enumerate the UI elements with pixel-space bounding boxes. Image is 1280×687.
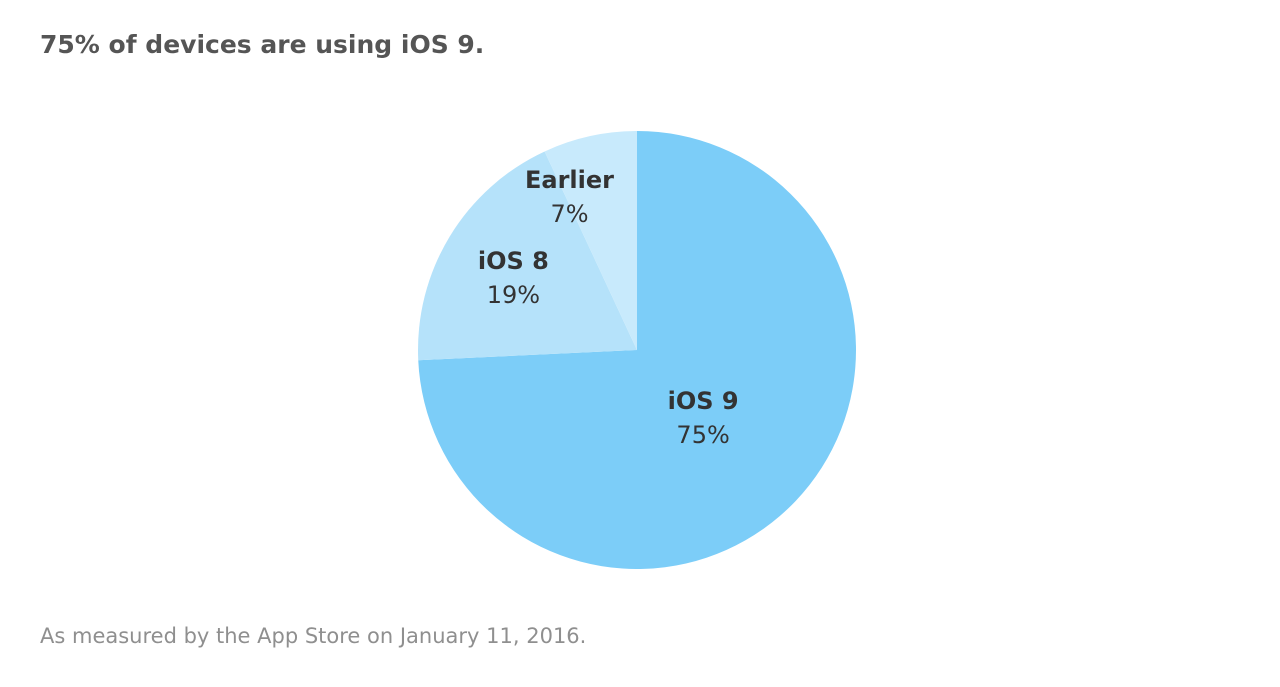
pie-slice-ios-9 — [418, 131, 857, 569]
pie-labels: iOS 9 75% iOS 8 19% Earlier 7% — [478, 166, 739, 449]
slice-label: Earlier — [525, 166, 614, 194]
pie-slice-ios-8 — [418, 151, 637, 361]
slice-value-label: 7% — [550, 200, 588, 228]
slice-label: iOS 8 — [478, 247, 549, 275]
slice-label: iOS 9 — [668, 387, 739, 415]
pie-slice-earlier — [544, 131, 637, 350]
slice-value-label: 75% — [676, 421, 729, 449]
chart-headline: 75% of devices are using iOS 9. — [40, 30, 485, 59]
pie-slices — [418, 131, 857, 569]
chart-footnote: As measured by the App Store on January … — [40, 624, 587, 648]
slice-value-label: 19% — [487, 281, 540, 309]
